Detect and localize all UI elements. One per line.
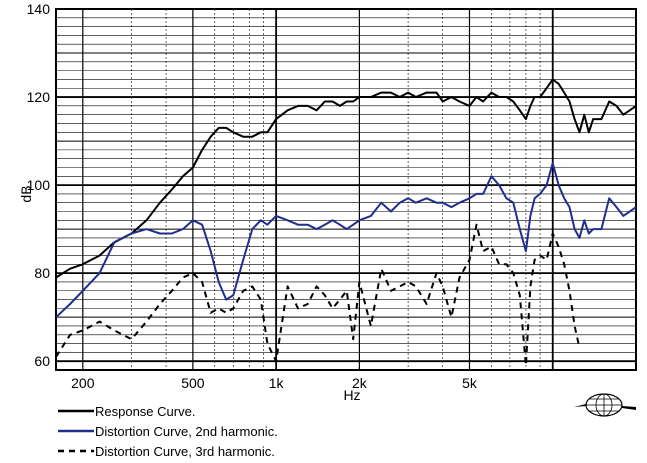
grid xyxy=(56,8,636,371)
x-tick-label: 2k xyxy=(352,375,368,391)
y-tick-label: 100 xyxy=(27,177,51,193)
y-tick-label: 80 xyxy=(34,265,50,281)
x-tick-label: 200 xyxy=(71,375,95,391)
series-line-1 xyxy=(55,78,637,279)
legend-label: Distortion Curve, 2nd harmonic. xyxy=(95,424,278,439)
x-tick-label: 500 xyxy=(181,375,205,391)
globe-logo-icon xyxy=(574,393,636,417)
legend-label: Response Curve. xyxy=(95,404,195,419)
series-lines xyxy=(55,78,637,367)
tick-labels: 60 80 100 120 140 200 500 1k 2k 5k xyxy=(27,1,478,391)
legend: Response Curve. Distortion Curve, 2nd har… xyxy=(58,404,278,459)
y-tick-label: 60 xyxy=(34,353,50,369)
x-tick-label: 5k xyxy=(462,375,478,391)
y-axis-label: dB xyxy=(18,185,34,202)
x-tick-label: 1k xyxy=(269,375,285,391)
legend-label: Distortion Curve, 3rd harmonic. xyxy=(95,444,275,459)
series-line-2 xyxy=(55,162,637,318)
plot-frame xyxy=(55,8,637,371)
y-tick-label: 120 xyxy=(27,89,51,105)
x-axis-label: Hz xyxy=(343,387,360,403)
series-line-3 xyxy=(55,223,581,367)
y-tick-label: 140 xyxy=(27,1,51,17)
